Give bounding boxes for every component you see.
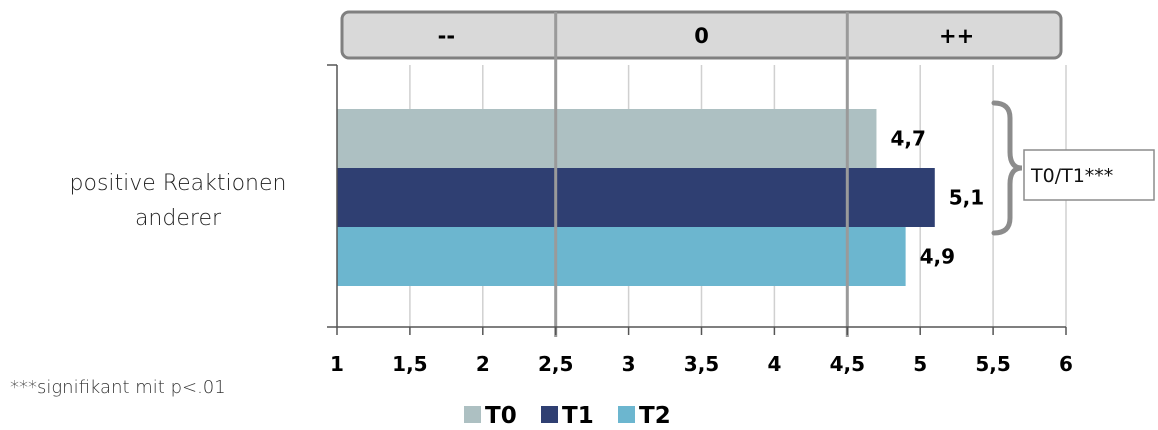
x-tick-label: 4 bbox=[767, 352, 781, 376]
legend-swatch-t1 bbox=[541, 406, 558, 423]
scale-zone-label: -- bbox=[438, 24, 455, 48]
bar-value-label: 4,7 bbox=[890, 127, 925, 151]
footnote: ***signifikant mit p<.01 bbox=[10, 377, 226, 398]
x-tick-label: 6 bbox=[1059, 352, 1073, 376]
x-tick-label: 5,5 bbox=[975, 352, 1010, 376]
bar-value-label: 5,1 bbox=[949, 186, 984, 210]
category-label: positive Reaktionen anderer bbox=[70, 171, 287, 231]
legend-swatch-t0 bbox=[464, 406, 481, 423]
significance-label: T0/T1*** bbox=[1030, 165, 1113, 187]
bar-value-label: 4,9 bbox=[920, 245, 955, 269]
significance-box bbox=[1023, 149, 1155, 201]
bar-t2 bbox=[337, 227, 906, 286]
x-tick-label: 1,5 bbox=[392, 352, 427, 376]
scale-zone-band bbox=[340, 10, 1063, 60]
bar-layer bbox=[337, 109, 935, 286]
x-tick-label: 2,5 bbox=[538, 352, 573, 376]
x-tick-label: 5 bbox=[913, 352, 927, 376]
reference-lines bbox=[554, 12, 849, 337]
x-tick-label: 4,5 bbox=[830, 352, 865, 376]
bar-t1 bbox=[337, 168, 935, 227]
category-label-line-2: anderer bbox=[135, 206, 222, 231]
x-tick-label: 1 bbox=[330, 352, 344, 376]
axis-layer: 1 1,5 2 2,5 3 3,5 4 4,5 5 5,5 6 bbox=[327, 64, 1073, 376]
legend-swatch-t2 bbox=[618, 406, 635, 423]
label-layer: 4,7 5,1 4,9 bbox=[890, 127, 984, 269]
significance-annotation: T0/T1*** bbox=[991, 100, 1155, 236]
x-tick-label: 3,5 bbox=[684, 352, 719, 376]
bar-t0 bbox=[337, 109, 877, 168]
scale-zone-label: 0 bbox=[694, 24, 709, 48]
scale-zone-label: ++ bbox=[939, 24, 974, 48]
legend-label-t0: T0 bbox=[485, 403, 517, 429]
legend-label-t1: T1 bbox=[562, 403, 594, 429]
legend-label-t2: T2 bbox=[639, 403, 671, 429]
curly-brace bbox=[991, 100, 1023, 236]
x-tick-label: 3 bbox=[622, 352, 636, 376]
legend: T0 T1 T2 bbox=[464, 403, 671, 429]
category-label-line-1: positive Reaktionen bbox=[70, 171, 287, 196]
x-tick-label: 2 bbox=[476, 352, 490, 376]
scale-zones: -- 0 ++ bbox=[340, 10, 1063, 60]
